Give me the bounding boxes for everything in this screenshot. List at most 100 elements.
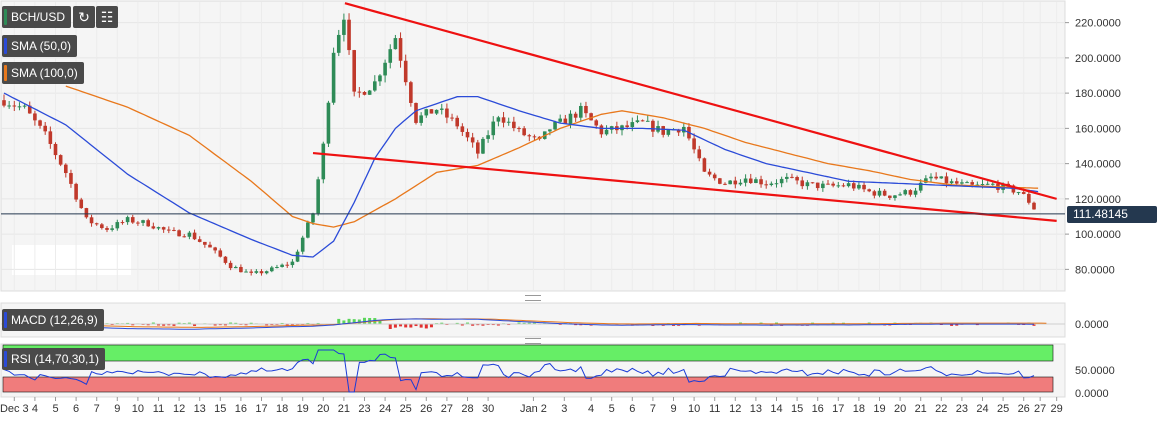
x-tick-label: 16: [235, 403, 247, 415]
candle: [450, 117, 454, 119]
candle: [774, 183, 779, 185]
macd-tag[interactable]: MACD (12,26,9): [2, 309, 104, 331]
macd-histogram-bar: [352, 319, 356, 325]
candle: [110, 228, 114, 230]
candle: [275, 267, 279, 269]
candle: [362, 92, 367, 95]
candle: [707, 171, 712, 175]
candle: [290, 261, 295, 266]
candle: [857, 184, 861, 189]
rsi-tick-label: 50.0000: [1075, 365, 1115, 377]
candle: [373, 81, 377, 91]
candle: [630, 122, 635, 128]
candle: [712, 174, 717, 179]
candle: [2, 100, 6, 106]
y-tick-label: 200.0000: [1075, 53, 1121, 65]
candle: [1016, 192, 1021, 194]
candle: [934, 176, 938, 179]
x-tick-label: 17: [832, 403, 844, 415]
x-tick-label: 7: [94, 403, 100, 415]
candle: [903, 190, 908, 195]
candle: [27, 105, 32, 114]
candle: [295, 251, 300, 262]
candle: [908, 190, 913, 195]
candle: [455, 117, 459, 127]
x-tick-label: Dec 3: [0, 403, 29, 415]
candle: [548, 129, 552, 132]
candle: [89, 217, 94, 224]
candle: [311, 213, 315, 223]
candle: [527, 135, 532, 137]
candle: [754, 179, 758, 184]
candle: [769, 183, 774, 186]
rsi-tag[interactable]: RSI (14,70,30,1): [2, 348, 106, 370]
x-tick-label: 12: [729, 403, 741, 415]
x-tick-label: 24: [976, 403, 988, 415]
sma100-label: SMA (100,0): [11, 66, 78, 80]
candle: [203, 241, 207, 245]
trendline: [344, 2, 1057, 200]
macd-histogram-bar: [244, 324, 248, 326]
candle: [512, 121, 516, 129]
macd-histogram-bar: [414, 324, 418, 327]
candle: [841, 185, 846, 187]
x-tick-label: 18: [276, 403, 288, 415]
macd-histogram-bar: [285, 324, 289, 326]
sma100-tag[interactable]: SMA (100,0): [2, 62, 84, 84]
candle: [661, 126, 665, 135]
sma50-tag[interactable]: SMA (50,0): [2, 35, 78, 57]
candle: [7, 105, 11, 107]
sma50-line: [3, 92, 1039, 258]
macd-histogram-bar: [471, 324, 475, 326]
candle: [496, 117, 501, 122]
candle: [563, 118, 568, 124]
macd-line: [3, 318, 1034, 330]
x-tick-label: 20: [894, 403, 906, 415]
x-tick-label: 15: [214, 403, 226, 415]
candle: [1021, 192, 1026, 194]
candle: [213, 247, 217, 251]
candle: [960, 182, 964, 184]
panel-resize-handle[interactable]: [525, 338, 541, 344]
candle: [635, 120, 640, 123]
candle: [403, 60, 408, 83]
candle: [985, 183, 990, 185]
candle: [553, 121, 557, 130]
candle: [398, 38, 403, 61]
symbol-tag[interactable]: BCH/USD: [2, 6, 72, 28]
candle: [249, 271, 253, 273]
candle: [862, 184, 866, 190]
macd-histogram-bar: [146, 324, 150, 326]
candle: [69, 173, 73, 184]
panel-resize-handle[interactable]: [525, 295, 541, 301]
macd-histogram-bar: [157, 324, 160, 326]
candle: [1032, 202, 1036, 210]
macd-histogram-bar: [419, 324, 423, 328]
candle: [697, 149, 702, 159]
candle: [1011, 185, 1016, 193]
calendar-icon[interactable]: ☷: [96, 6, 118, 28]
refresh-icon[interactable]: ↻: [73, 6, 95, 28]
candle: [434, 109, 439, 114]
y-tick-label: 100.0000: [1075, 229, 1121, 241]
candle: [877, 190, 882, 196]
candle: [347, 19, 351, 51]
candle: [913, 190, 918, 195]
candle: [898, 194, 902, 196]
macd-histogram-bar: [1032, 324, 1036, 326]
trendlines: [312, 2, 1057, 223]
candle: [167, 229, 171, 231]
candle: [748, 178, 753, 184]
rsi-layer: [3, 349, 1035, 393]
candle: [336, 34, 341, 53]
candle: [177, 230, 181, 237]
x-tick-label: 28: [461, 403, 473, 415]
time-axis: Dec 3 4 5 6 7 9 10 11 12 13 15 16 17 18 19 20 21 23 24 25 26…: [0, 397, 1063, 415]
candle: [100, 224, 104, 229]
candle: [584, 105, 588, 114]
candle: [882, 190, 887, 196]
candle: [208, 244, 212, 248]
x-tick-label: 4: [32, 403, 38, 415]
candle: [785, 176, 789, 179]
